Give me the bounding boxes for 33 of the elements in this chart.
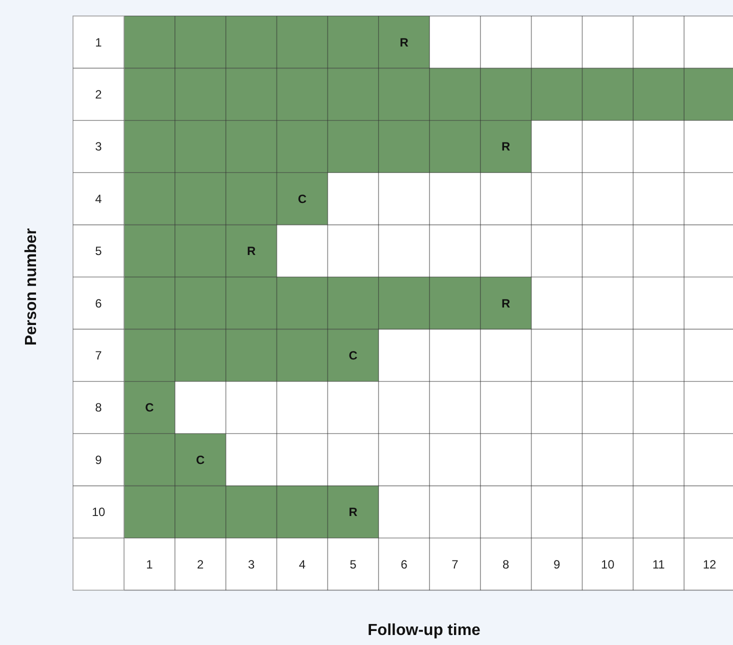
- x-tick-label: 2: [197, 557, 204, 572]
- x-tick-label: 3: [248, 557, 255, 572]
- x-tick-label: 5: [350, 557, 357, 572]
- y-tick-label: 9: [95, 452, 102, 467]
- x-tick-label: 10: [601, 557, 615, 572]
- data-label: C: [348, 348, 358, 362]
- x-tick-label: 4: [298, 557, 306, 572]
- y-tick-label: 4: [95, 192, 102, 206]
- x-tick-label: 1: [146, 557, 154, 572]
- data-label: C: [145, 400, 154, 415]
- x-tick-label: 11: [652, 557, 666, 572]
- x-tick-label: 8: [502, 557, 510, 572]
- data-label: R: [246, 244, 256, 258]
- data-label: R: [502, 140, 511, 154]
- x-tick-label: 7: [452, 557, 459, 572]
- x-tick-label: 9: [553, 557, 560, 572]
- x-tick-label: 6: [400, 557, 408, 572]
- data-label: R: [400, 35, 409, 50]
- y-tick-label: 5: [95, 244, 102, 258]
- y-tick-label: 1: [95, 35, 102, 50]
- y-tick-label: 7: [95, 348, 102, 362]
- x-axis-title: Follow-up time: [368, 622, 481, 639]
- y-tick-label: 6: [95, 296, 102, 310]
- y-tick-label: 2: [95, 88, 102, 102]
- data-label: C: [298, 192, 307, 206]
- y-axis-title: Person number: [23, 228, 40, 346]
- y-tick-label: 3: [95, 140, 102, 154]
- y-tick-label: 10: [92, 505, 106, 520]
- data-label: R: [348, 505, 358, 520]
- data-label: C: [196, 452, 206, 467]
- y-tick-label: 8: [95, 400, 102, 415]
- x-tick-label: 12: [702, 557, 717, 572]
- data-label: R: [502, 296, 511, 310]
